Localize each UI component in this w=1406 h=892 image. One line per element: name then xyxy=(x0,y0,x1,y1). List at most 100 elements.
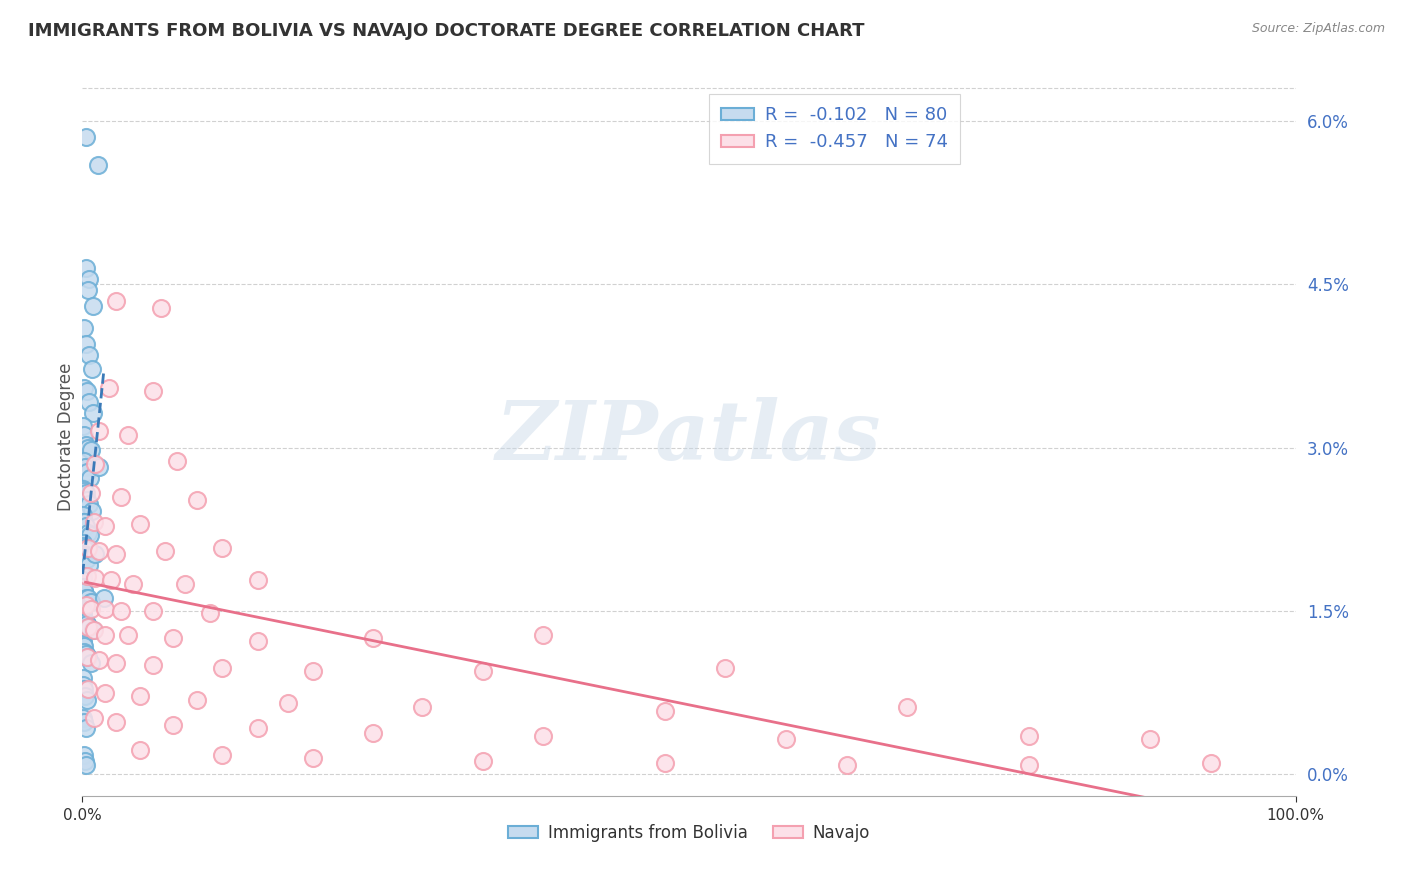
Point xyxy=(129,689,152,703)
Point xyxy=(77,541,100,555)
Point xyxy=(198,606,221,620)
Point xyxy=(75,486,97,500)
Point xyxy=(87,157,110,171)
Y-axis label: Doctorate Degree: Doctorate Degree xyxy=(58,362,75,511)
Point xyxy=(211,541,233,555)
Point xyxy=(83,710,105,724)
Point xyxy=(72,482,94,496)
Point xyxy=(75,438,97,452)
Point xyxy=(75,130,97,145)
Point xyxy=(77,497,100,511)
Point xyxy=(117,628,139,642)
Point xyxy=(72,508,94,522)
Point xyxy=(76,492,98,507)
Point xyxy=(75,615,97,629)
Point xyxy=(835,758,858,772)
Point xyxy=(73,754,96,768)
Point xyxy=(73,549,96,564)
Point xyxy=(186,693,208,707)
Point xyxy=(75,337,97,351)
Point xyxy=(79,527,101,541)
Point xyxy=(654,704,676,718)
Point xyxy=(73,645,96,659)
Point xyxy=(117,427,139,442)
Point xyxy=(72,672,94,686)
Point xyxy=(84,547,107,561)
Point xyxy=(247,574,270,588)
Point xyxy=(73,584,96,599)
Point xyxy=(162,718,184,732)
Point xyxy=(72,539,94,553)
Point xyxy=(72,636,94,650)
Point xyxy=(75,599,97,613)
Point xyxy=(80,601,103,615)
Point xyxy=(76,649,98,664)
Point xyxy=(186,492,208,507)
Point xyxy=(75,722,97,736)
Point xyxy=(94,628,117,642)
Point xyxy=(110,604,132,618)
Point xyxy=(77,525,100,540)
Point xyxy=(87,424,110,438)
Point xyxy=(80,486,103,500)
Point xyxy=(77,348,100,362)
Point xyxy=(80,595,103,609)
Point xyxy=(75,648,97,662)
Point xyxy=(93,591,115,605)
Point xyxy=(83,515,105,529)
Point xyxy=(72,536,94,550)
Point xyxy=(73,689,96,703)
Point xyxy=(80,362,103,376)
Point xyxy=(72,710,94,724)
Point xyxy=(73,427,96,442)
Point xyxy=(77,441,100,455)
Point xyxy=(75,519,97,533)
Point xyxy=(105,656,128,670)
Point xyxy=(714,660,737,674)
Point xyxy=(301,664,323,678)
Point xyxy=(72,569,94,583)
Point xyxy=(76,569,98,583)
Point xyxy=(77,620,100,634)
Point xyxy=(94,601,117,615)
Point xyxy=(150,301,173,316)
Point xyxy=(82,624,104,638)
Point xyxy=(72,606,94,620)
Point xyxy=(141,658,163,673)
Point xyxy=(75,591,97,605)
Point xyxy=(471,754,494,768)
Point xyxy=(141,384,163,398)
Point xyxy=(76,283,98,297)
Text: ZIPatlas: ZIPatlas xyxy=(496,397,882,476)
Point xyxy=(211,747,233,762)
Point xyxy=(1139,732,1161,747)
Point xyxy=(129,743,152,757)
Point xyxy=(72,613,94,627)
Point xyxy=(94,519,117,533)
Legend: R =  -0.102   N = 80, R =  -0.457   N = 74: R = -0.102 N = 80, R = -0.457 N = 74 xyxy=(709,94,960,164)
Point xyxy=(73,547,96,561)
Point xyxy=(72,634,94,648)
Point xyxy=(247,722,270,736)
Point xyxy=(73,484,96,499)
Point xyxy=(896,699,918,714)
Point xyxy=(105,547,128,561)
Point xyxy=(73,613,96,627)
Point xyxy=(72,584,94,599)
Point xyxy=(75,260,97,275)
Point xyxy=(76,551,98,566)
Point xyxy=(72,747,94,762)
Point xyxy=(72,453,94,467)
Point xyxy=(80,442,103,457)
Point xyxy=(87,460,110,475)
Point xyxy=(363,726,385,740)
Point xyxy=(211,660,233,674)
Point xyxy=(100,574,122,588)
Point xyxy=(83,624,105,638)
Point xyxy=(76,591,98,605)
Point xyxy=(80,656,103,670)
Point xyxy=(82,299,104,313)
Text: IMMIGRANTS FROM BOLIVIA VS NAVAJO DOCTORATE DEGREE CORRELATION CHART: IMMIGRANTS FROM BOLIVIA VS NAVAJO DOCTOR… xyxy=(28,22,865,40)
Point xyxy=(77,395,100,409)
Point xyxy=(77,272,100,286)
